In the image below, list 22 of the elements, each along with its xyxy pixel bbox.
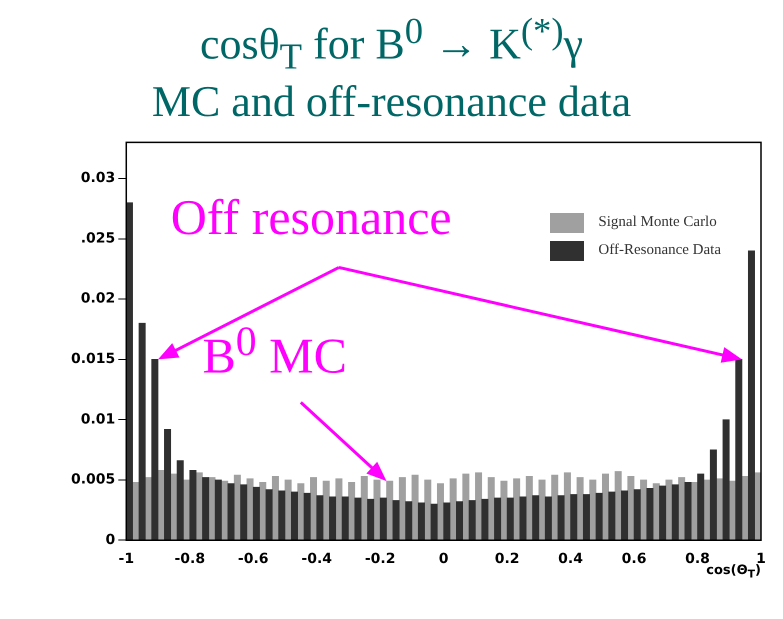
legend-label: Signal Monte Carlo <box>598 214 717 232</box>
chart-title: cosθ$_{T}$ for B$^{0}$ → K$^{(*)}$γ <box>200 10 584 76</box>
y-tick-label: 0.005 <box>70 472 116 488</box>
x-tick-label: 0 <box>438 552 449 568</box>
x-tick-label: -0.2 <box>364 552 396 568</box>
x-tick-label: -0.6 <box>238 552 269 568</box>
y-tick-label: .025 <box>80 230 116 247</box>
legend-label: Off-Resonance Data <box>598 242 721 260</box>
y-tick-label: 0.03 <box>80 170 116 187</box>
annotation: Off resonance <box>170 188 452 246</box>
x-tick-label: -1 <box>118 552 134 568</box>
y-tick-label: 0.015 <box>70 351 116 368</box>
x-tick-label: 0.6 <box>622 552 646 568</box>
x-tick-label: -0.8 <box>174 552 206 568</box>
x-tick-label: -0.4 <box>301 552 332 568</box>
annotation: B$^{0}$ MC <box>202 318 347 384</box>
y-tick-label: 0.02 <box>80 291 116 308</box>
chart-subtitle: MC and off-resonance data <box>150 77 632 126</box>
x-tick-label: 0.4 <box>558 552 584 568</box>
y-tick-label: 0 <box>106 532 116 548</box>
y-tick-label: 0.01 <box>80 412 116 428</box>
x-tick-label: 0.2 <box>494 552 520 568</box>
